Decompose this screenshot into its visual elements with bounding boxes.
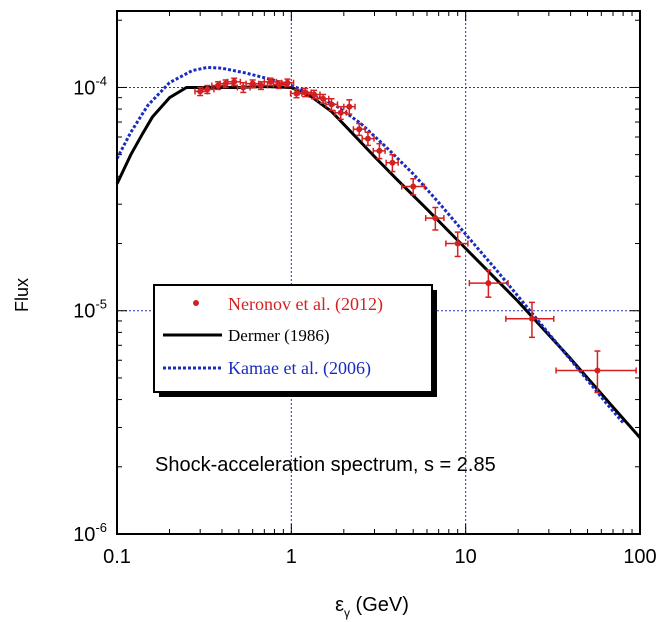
data-marker — [231, 78, 238, 85]
neronov-point — [385, 153, 399, 173]
legend-neronov-label: Neronov et al. (2012) — [228, 294, 383, 315]
data-marker — [311, 91, 318, 98]
neronov-point — [352, 122, 366, 137]
y-tick-base: 10 — [73, 524, 95, 546]
data-marker — [258, 82, 265, 89]
neronov-point — [401, 178, 426, 196]
x-axis-label-unit: (GeV) — [350, 594, 409, 616]
y-tick-label: 10-4 — [73, 73, 107, 99]
neronov-point — [505, 301, 555, 339]
data-marker — [240, 84, 247, 91]
legend: Neronov et al. (2012) Dermer (1986) Kama… — [153, 284, 437, 397]
data-marker — [389, 159, 396, 166]
neronov-series — [194, 77, 637, 394]
y-tick-base: 10 — [73, 77, 95, 99]
neronov-point — [325, 98, 339, 112]
x-tick-label: 10 — [455, 546, 477, 568]
y-tick-base: 10 — [73, 301, 95, 323]
data-marker — [594, 367, 601, 374]
data-marker — [364, 135, 371, 142]
neronov-point — [289, 88, 303, 99]
data-marker — [356, 126, 363, 133]
neronov-point — [372, 142, 386, 160]
x-axis-label-symbol: ε — [335, 594, 344, 616]
neronov-point — [263, 77, 278, 87]
annotation: Shock-acceleration spectrum, s = 2.85 — [155, 454, 496, 476]
x-tick-label: 1 — [286, 546, 297, 568]
neronov-point — [424, 206, 445, 231]
neronov-point — [343, 99, 356, 115]
x-tick-label: 0.1 — [103, 546, 131, 568]
x-tick-label: 100 — [623, 546, 656, 568]
data-marker — [410, 183, 417, 190]
neronov-point — [226, 77, 242, 87]
data-marker — [376, 147, 383, 154]
data-marker — [302, 89, 309, 96]
neronov-point — [280, 78, 295, 88]
legend-neronov-marker — [193, 300, 199, 306]
kamae-series — [115, 65, 625, 424]
y-tick-exponent: -4 — [95, 73, 107, 88]
data-marker — [249, 80, 256, 87]
y-axis-label: Flux — [12, 278, 32, 312]
data-marker — [454, 240, 461, 247]
neronov-point — [361, 131, 375, 147]
neronov-point — [316, 93, 330, 104]
data-marker — [320, 95, 327, 102]
neronov-point — [254, 81, 269, 91]
data-marker — [197, 88, 204, 95]
neronov-point — [298, 87, 312, 98]
kamae-line — [115, 65, 625, 424]
data-marker — [328, 101, 335, 108]
data-marker — [204, 86, 211, 93]
legend-box — [153, 284, 433, 393]
data-marker — [337, 109, 344, 116]
data-marker — [432, 215, 439, 222]
y-tick-exponent: -6 — [95, 520, 107, 535]
data-marker — [284, 79, 291, 86]
neronov-point — [307, 89, 321, 100]
neronov-point — [555, 350, 637, 394]
dermer-line — [115, 85, 642, 439]
legend-kamae-label: Kamae et al. (2006) — [228, 358, 371, 379]
dermer-series — [115, 85, 642, 439]
x-axis-label-subscript: γ — [344, 606, 350, 620]
data-marker — [267, 78, 274, 85]
neronov-point — [201, 84, 215, 95]
neronov-point — [445, 231, 469, 258]
data-marker — [293, 90, 300, 97]
neronov-point — [468, 269, 509, 298]
y-tick-label: 10-5 — [73, 297, 107, 323]
data-marker — [528, 315, 535, 322]
plot-frame — [116, 10, 641, 535]
y-tick-exponent: -5 — [95, 297, 107, 312]
data-marker — [276, 81, 283, 88]
legend-dermer-label: Dermer (1986) — [228, 326, 330, 345]
data-marker — [485, 280, 492, 287]
y-tick-label: 10-6 — [73, 520, 107, 546]
x-axis-label: εγ (GeV) — [335, 594, 409, 620]
data-marker — [346, 103, 353, 110]
